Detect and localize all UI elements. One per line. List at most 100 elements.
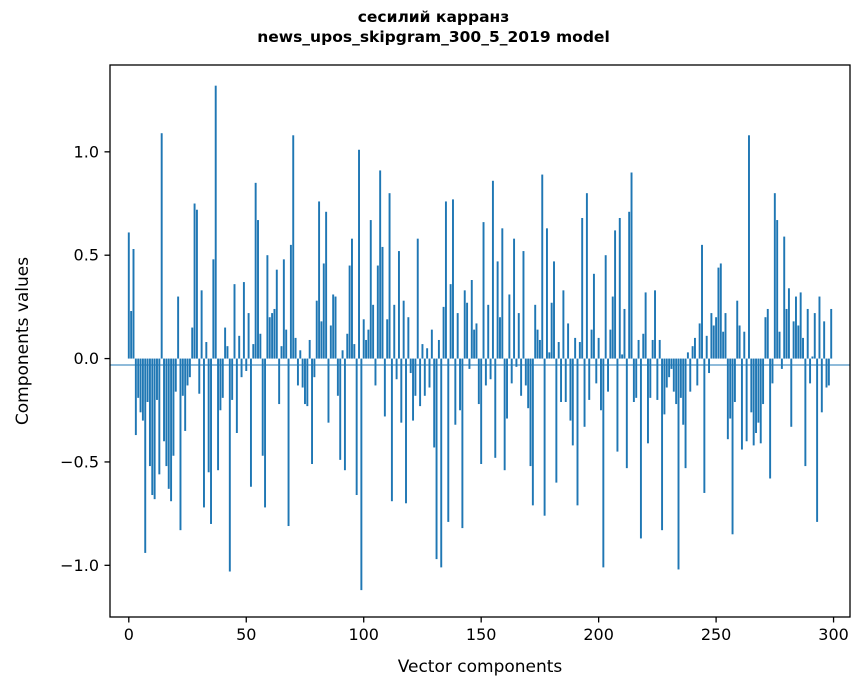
bar: [259, 333, 262, 359]
bar: [240, 358, 243, 378]
bar: [545, 228, 548, 359]
bar: [329, 325, 332, 359]
bar: [348, 265, 351, 359]
bar: [524, 358, 527, 386]
bar: [383, 358, 386, 417]
bar: [287, 358, 290, 527]
x-tick-label: 0: [124, 625, 134, 644]
bar: [473, 329, 476, 359]
bar: [529, 358, 532, 467]
bar: [750, 358, 753, 413]
bar: [675, 358, 678, 405]
bar: [595, 358, 598, 384]
bar: [139, 358, 142, 413]
bar: [238, 335, 241, 359]
bar: [442, 306, 445, 359]
bar: [762, 358, 765, 405]
bar: [743, 331, 746, 359]
bar: [827, 358, 830, 386]
bar: [647, 358, 649, 444]
bar: [160, 133, 163, 359]
bar: [649, 358, 652, 398]
bar: [360, 358, 363, 591]
bar: [816, 358, 819, 522]
bar: [416, 238, 419, 359]
bar: [374, 358, 377, 386]
bar: [527, 358, 530, 409]
bar: [508, 294, 511, 359]
y-tick-label: −0.5: [60, 452, 99, 471]
bar: [376, 265, 379, 359]
bar: [536, 329, 539, 359]
bar: [444, 201, 447, 359]
x-tick-label: 300: [818, 625, 849, 644]
bar: [212, 259, 215, 359]
bar: [729, 358, 732, 419]
bar: [191, 327, 194, 359]
bar: [343, 358, 346, 471]
bar: [163, 358, 165, 442]
bar: [825, 358, 828, 388]
x-tick-label: 200: [583, 625, 614, 644]
bar: [780, 358, 783, 369]
bar: [639, 358, 642, 539]
bar: [177, 296, 180, 359]
bar: [717, 267, 720, 359]
bar: [665, 358, 668, 388]
bar: [217, 358, 220, 471]
bar: [644, 292, 647, 359]
bar: [456, 313, 459, 359]
bar: [470, 280, 473, 359]
bar: [790, 358, 793, 427]
bar: [477, 358, 480, 405]
bar: [670, 358, 673, 369]
bar: [233, 284, 236, 359]
bar: [578, 342, 581, 359]
bar: [257, 220, 259, 359]
x-tick-label: 250: [701, 625, 732, 644]
bar: [621, 354, 624, 359]
bar: [353, 344, 356, 359]
bar: [386, 319, 389, 359]
bar: [738, 325, 741, 359]
bar: [242, 282, 245, 359]
bar: [266, 255, 269, 359]
bar: [792, 321, 795, 359]
bar: [205, 342, 208, 359]
bar: [541, 174, 544, 359]
bar: [748, 135, 750, 359]
bar: [745, 358, 748, 442]
bar: [306, 358, 309, 407]
bar: [280, 346, 283, 359]
bar: [482, 222, 485, 359]
bar: [426, 348, 429, 359]
bar: [174, 358, 177, 392]
bar: [820, 358, 823, 413]
y-axis-label: Components values: [13, 257, 33, 425]
bar: [156, 358, 158, 400]
bar: [736, 300, 739, 359]
bar: [560, 358, 563, 402]
bar: [602, 358, 605, 568]
bar: [755, 358, 757, 433]
bar: [400, 358, 403, 423]
bar: [708, 358, 711, 374]
bar: [550, 302, 553, 359]
bar: [165, 358, 168, 467]
bar: [564, 358, 567, 402]
bar: [318, 201, 321, 359]
bar: [553, 261, 555, 359]
bar: [625, 358, 628, 469]
chart-title-line-2: news_upos_skipgram_300_5_2019 model: [257, 27, 610, 46]
bar: [351, 238, 353, 359]
bar: [506, 358, 508, 419]
bar: [642, 333, 645, 359]
bar: [412, 358, 415, 421]
bar: [672, 358, 675, 392]
bar: [219, 358, 222, 411]
bar: [228, 358, 231, 572]
bar: [600, 358, 602, 411]
bar: [210, 358, 212, 524]
